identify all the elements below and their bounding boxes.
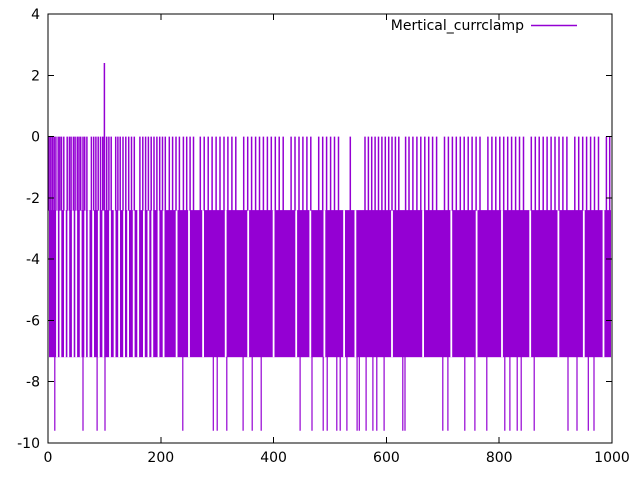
plot-border	[47, 13, 613, 444]
y-tick-label: -10	[17, 436, 40, 452]
x-tick-label: 1000	[594, 450, 630, 466]
y-tick-label: 2	[31, 68, 40, 84]
y-tick-label: -6	[26, 313, 40, 329]
y-tick-label: -8	[26, 375, 40, 391]
x-tick-label: 400	[260, 450, 287, 466]
legend-label: Mertical_currclamp	[391, 18, 524, 34]
y-tick-label: -4	[26, 252, 40, 268]
axis-ticks	[47, 13, 613, 444]
signal-band-gaps	[56, 210, 605, 358]
x-tick-label: 600	[373, 450, 400, 466]
legend: Mertical_currclamp	[391, 18, 577, 34]
x-tick-label: 0	[44, 450, 53, 466]
y-tick-label: -2	[26, 191, 40, 207]
signal-band	[49, 210, 611, 358]
x-tick-label: 200	[147, 450, 174, 466]
axes-layer: 0 200 400 600 800 1000 -10 -8 -6 -4 -2 0 2 4	[17, 7, 630, 466]
data-series-layer	[48, 63, 611, 431]
y-tick-label: 4	[31, 7, 40, 23]
signal-deep-impulses	[54, 356, 595, 431]
x-tick-label: 800	[486, 450, 513, 466]
y-tick-label: 0	[31, 130, 40, 146]
signal-top-impulses	[48, 136, 611, 211]
